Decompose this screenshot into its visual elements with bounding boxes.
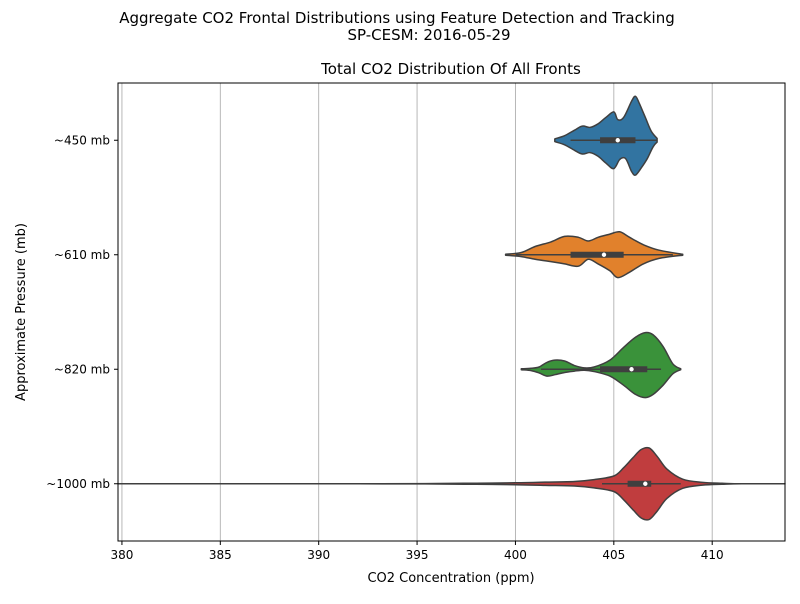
violin-body xyxy=(520,331,682,399)
violin-iqr-box xyxy=(627,480,652,487)
violins xyxy=(117,95,786,521)
chart-title: Total CO2 Distribution Of All Fronts xyxy=(320,60,581,78)
y-axis-label: Approximate Pressure (mb) xyxy=(14,223,29,401)
y-tick-label: ~1000 mb xyxy=(46,477,110,491)
x-tick-label: 390 xyxy=(307,548,330,562)
x-tick-label: 380 xyxy=(110,548,133,562)
violin-body xyxy=(554,95,658,176)
violin-iqr-box xyxy=(600,366,648,373)
violin-median-dot xyxy=(601,252,607,257)
y-tick-label: ~820 mb xyxy=(54,362,110,376)
violin-iqr-box xyxy=(570,251,624,258)
x-tick-label: 405 xyxy=(602,548,625,562)
violin-median-dot xyxy=(643,481,648,486)
y-tick-label: ~450 mb xyxy=(54,133,110,147)
y-tick-label: ~610 mb xyxy=(54,248,110,262)
figure-suptitle-line1: Aggregate CO2 Frontal Distributions usin… xyxy=(119,9,675,27)
x-tick-label: 400 xyxy=(504,548,527,562)
axes: 380 385 390 395 400 405 410 ~450 mb ~610 mb ~820 … xyxy=(46,82,786,562)
x-axis-label: CO2 Concentration (ppm) xyxy=(367,571,534,586)
plot-frame xyxy=(117,82,786,542)
x-tick-label: 410 xyxy=(701,548,724,562)
x-tick-label: 395 xyxy=(406,548,429,562)
violin-body xyxy=(117,446,786,521)
figure-suptitle-line2: SP-CESM: 2016-05-29 xyxy=(347,26,510,44)
x-tick-label: 385 xyxy=(209,548,232,562)
violin-median-dot xyxy=(629,367,634,372)
violin-median-dot xyxy=(615,138,620,143)
